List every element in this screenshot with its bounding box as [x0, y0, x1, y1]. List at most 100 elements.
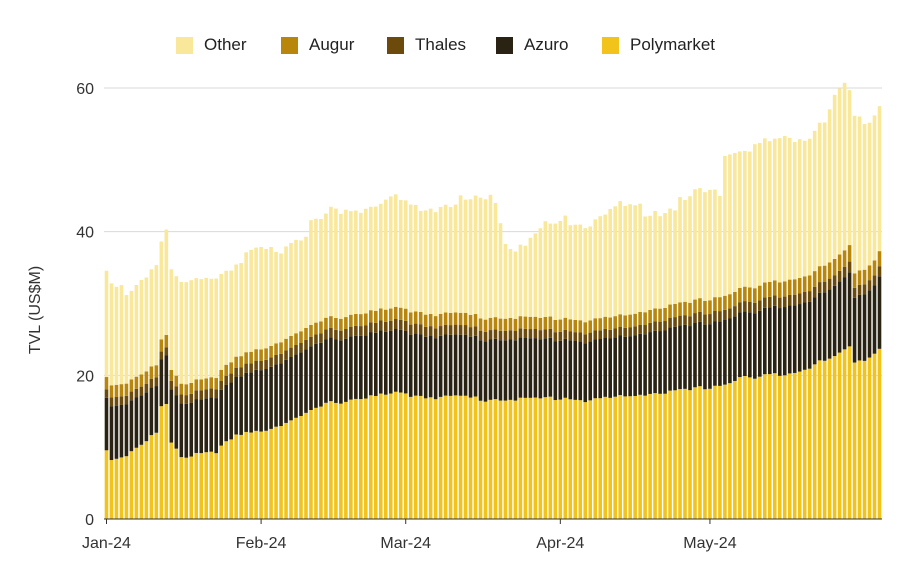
- bar-other-136: [782, 135, 787, 282]
- bar-other-96: [583, 228, 588, 323]
- bar-thales-115: [678, 315, 682, 326]
- bar-azuro-11: [159, 359, 164, 407]
- bar-thales-94: [573, 332, 578, 341]
- bar-thales-30: [254, 360, 258, 370]
- bar-polymarket-17: [189, 456, 194, 519]
- bar-azuro-98: [593, 339, 598, 399]
- bar-other-9: [149, 269, 154, 367]
- bar-polymarket-145: [827, 358, 832, 519]
- bar-polymarket-149: [847, 346, 852, 519]
- bar-other-57: [388, 196, 393, 309]
- bar-thales-5: [129, 391, 134, 401]
- bar-azuro-86: [533, 338, 538, 398]
- bar-thales-84: [523, 328, 528, 338]
- bar-augur-71: [458, 312, 463, 326]
- bar-other-154: [872, 115, 877, 261]
- bar-other-117: [688, 196, 692, 303]
- bar-azuro-67: [438, 335, 443, 397]
- bar-augur-127: [738, 287, 742, 303]
- bar-thales-123: [718, 311, 722, 322]
- bar-augur-31: [259, 349, 263, 361]
- bar-augur-97: [588, 320, 593, 333]
- bar-thales-80: [503, 330, 508, 341]
- bar-azuro-150: [852, 297, 857, 363]
- legend-swatch-polymarket: [602, 36, 619, 54]
- bar-azuro-149: [847, 272, 852, 347]
- bar-thales-64: [423, 326, 428, 337]
- bar-azuro-24: [224, 384, 228, 442]
- bar-thales-18: [194, 390, 199, 400]
- bar-azuro-17: [189, 402, 194, 457]
- bar-azuro-104: [623, 336, 627, 397]
- bar-thales-141: [807, 291, 812, 302]
- y-tick-label-60: 60: [76, 81, 94, 98]
- legend-item-augur[interactable]: Augur: [281, 34, 354, 56]
- bar-thales-15: [179, 394, 184, 404]
- bar-augur-41: [309, 324, 313, 337]
- bar-azuro-126: [733, 316, 737, 381]
- y-tick-label-40: 40: [76, 225, 94, 242]
- bar-polymarket-99: [598, 398, 603, 519]
- bar-polymarket-153: [867, 357, 872, 519]
- bar-augur-89: [548, 316, 553, 329]
- bar-other-94: [573, 224, 578, 320]
- bar-azuro-29: [249, 372, 253, 433]
- bar-thales-153: [867, 280, 872, 291]
- bar-thales-107: [638, 324, 642, 334]
- bar-thales-101: [608, 329, 612, 339]
- bar-polymarket-44: [324, 402, 328, 519]
- bar-other-76: [483, 199, 488, 320]
- bar-azuro-122: [713, 321, 717, 386]
- bar-thales-41: [309, 336, 313, 347]
- legend-item-other[interactable]: Other: [176, 34, 247, 56]
- bar-other-38: [294, 239, 298, 334]
- bar-thales-44: [324, 329, 328, 340]
- bar-augur-27: [239, 356, 243, 368]
- legend-item-thales[interactable]: Thales: [387, 34, 466, 56]
- bar-augur-99: [598, 318, 603, 331]
- bar-polymarket-47: [339, 403, 343, 519]
- bar-polymarket-132: [763, 374, 767, 519]
- bar-augur-149: [847, 245, 852, 262]
- bar-azuro-34: [274, 364, 278, 427]
- bar-thales-57: [388, 320, 393, 331]
- bar-other-52: [364, 208, 368, 314]
- bar-other-47: [339, 213, 343, 319]
- bar-other-126: [733, 153, 737, 292]
- bar-augur-30: [254, 349, 258, 361]
- bar-polymarket-152: [862, 360, 867, 519]
- legend-item-azuro[interactable]: Azuro: [496, 34, 568, 56]
- bar-thales-155: [877, 266, 882, 277]
- bar-other-56: [383, 199, 388, 310]
- bar-other-124: [723, 156, 727, 296]
- bar-thales-129: [748, 301, 752, 313]
- bar-augur-130: [753, 288, 757, 303]
- bar-azuro-110: [653, 330, 657, 394]
- bar-other-54: [374, 206, 378, 311]
- bar-polymarket-42: [314, 407, 318, 519]
- bar-azuro-58: [393, 329, 398, 392]
- legend-item-polymarket[interactable]: Polymarket: [602, 34, 715, 56]
- bar-augur-113: [668, 304, 672, 318]
- bar-thales-136: [782, 296, 787, 308]
- bar-other-135: [777, 138, 782, 283]
- bar-azuro-26: [234, 377, 238, 435]
- bar-other-97: [588, 226, 593, 321]
- bar-thales-99: [598, 330, 603, 340]
- bar-polymarket-112: [663, 393, 667, 519]
- bar-polymarket-36: [284, 422, 288, 519]
- bar-polymarket-79: [498, 400, 503, 519]
- bar-other-14: [174, 276, 179, 376]
- bar-thales-85: [528, 329, 533, 339]
- bar-polymarket-4: [124, 456, 129, 519]
- bar-thales-122: [713, 311, 717, 322]
- bar-augur-8: [144, 371, 149, 384]
- bar-thales-55: [378, 320, 383, 331]
- bar-augur-45: [329, 316, 333, 328]
- bar-polymarket-35: [279, 426, 283, 519]
- bar-polymarket-83: [518, 397, 523, 519]
- bar-thales-132: [763, 297, 767, 308]
- bar-polymarket-143: [817, 360, 822, 519]
- bar-thales-148: [842, 266, 847, 278]
- bar-azuro-65: [428, 335, 433, 398]
